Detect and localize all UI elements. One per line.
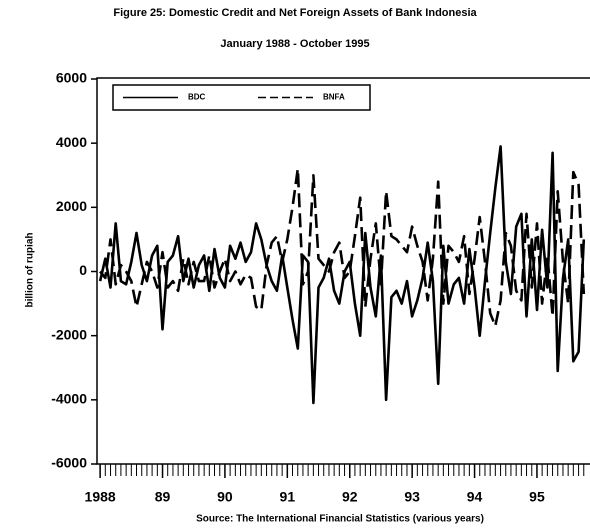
legend-label: BDC [188,93,206,102]
y-tick-label: -2000 [51,326,87,342]
x-tick-label: 94 [467,489,483,505]
source-note: Source: The International Financial Stat… [196,514,484,525]
y-tick-label: 4000 [56,134,87,150]
series-line [99,167,586,328]
y-tick-label: 6000 [56,70,87,86]
legend-label: BNFA [323,93,345,102]
y-tick-label: 0 [79,262,87,278]
chart-subtitle: January 1988 - October 1995 [220,38,369,50]
x-tick-label: 92 [342,489,358,505]
y-tick-label: -4000 [51,391,87,407]
y-tick-label: 2000 [56,198,87,214]
x-tick-label: 95 [529,489,545,505]
x-tick-label: 93 [404,489,420,505]
series-line [98,145,586,405]
chart-title: Figure 25: Domestic Credit and Net Forei… [113,7,477,19]
y-tick-label: -6000 [51,455,87,471]
x-tick-label: 90 [217,489,233,505]
y-axis-label: billion of rupiah [25,233,36,308]
x-tick-label: 91 [280,489,296,505]
x-tick-label: 89 [155,489,171,505]
x-tick-label: 1988 [85,489,116,505]
